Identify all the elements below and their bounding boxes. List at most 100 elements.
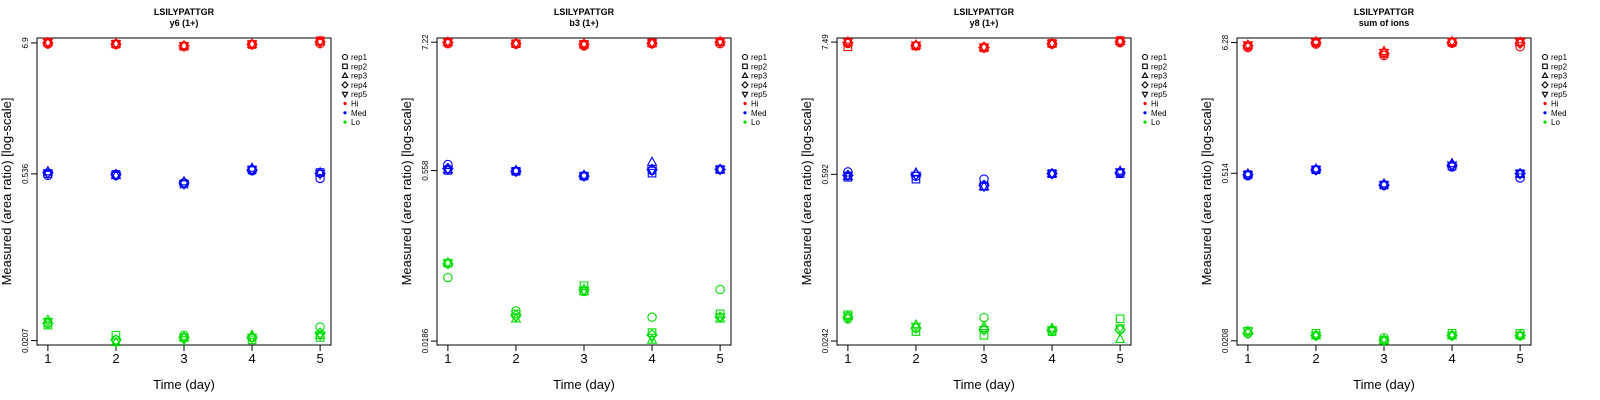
point-lo-rep5-day5 (1114, 324, 1126, 335)
point-hi-rep1-day5 (1515, 41, 1525, 52)
data-points (842, 35, 1126, 343)
point-med-rep3-day2 (510, 164, 522, 175)
point-med-rep5-day2 (1310, 166, 1322, 176)
plot-frame (436, 37, 732, 346)
x-tick-label: 5 (716, 351, 723, 366)
x-tick-label: 3 (580, 351, 587, 366)
point-med-rep5-day4 (646, 166, 658, 177)
point-med-rep5-day5 (714, 165, 726, 176)
x-tick-label: 1 (844, 351, 851, 366)
legend-dot-lo (743, 120, 747, 124)
point-med-rep3-day2 (1310, 162, 1322, 173)
x-tick-label: 2 (512, 351, 519, 366)
legend-dot-med (1143, 111, 1147, 115)
point-hi-rep3-day1 (1242, 38, 1254, 49)
legend-marker-rep5 (741, 91, 749, 99)
point-med-rep5-day5 (1114, 168, 1126, 178)
legend-marker-rep2 (742, 63, 748, 70)
point-hi-rep5-day3 (978, 43, 990, 54)
legend-label-lo: Lo (751, 118, 760, 127)
legend-marker-rep3 (341, 71, 349, 79)
point-hi-rep5-day2 (110, 39, 122, 50)
x-tick-label: 4 (1448, 351, 1455, 366)
y-tick-label: 0.558 (421, 160, 430, 181)
chart-subtitle: y6 (1+) (170, 18, 199, 28)
point-lo-rep2-day5 (1115, 314, 1125, 324)
point-med-rep5-day4 (1046, 169, 1058, 180)
y-tick-label: 0.0207 (21, 328, 30, 353)
point-hi-rep5-day2 (910, 41, 922, 52)
x-tick-label: 5 (1516, 351, 1523, 366)
legend-label-hi: Hi (351, 100, 359, 109)
point-hi-rep3-day1 (42, 36, 54, 47)
point-hi-rep5-day2 (510, 39, 522, 50)
legend-marker-rep2 (1142, 63, 1148, 70)
point-lo-rep3-day2 (910, 318, 922, 329)
point-hi-rep3-day5 (1114, 35, 1126, 46)
y-tick-label: 0.592 (821, 164, 830, 185)
point-lo-rep4-day2 (110, 334, 122, 346)
x-tick-label: 2 (912, 351, 919, 366)
chart-subtitle: y8 (1+) (970, 18, 999, 28)
legend-dot-lo (343, 120, 347, 124)
point-hi-rep5-day4 (1046, 39, 1058, 50)
legend-label-med: Med (751, 109, 767, 118)
point-lo-rep3-day4 (1446, 329, 1458, 340)
legend-label-med: Med (1551, 109, 1567, 118)
x-axis-label: Time (day) (153, 377, 215, 392)
point-lo-rep4-day2 (910, 322, 922, 334)
point-hi-rep3-day4 (1046, 37, 1058, 48)
point-hi-rep3-day2 (510, 37, 522, 48)
legend-label-rep4: rep4 (1551, 81, 1568, 90)
y-tick-label: 0.0242 (821, 328, 830, 353)
point-hi-rep5-day2 (1310, 38, 1322, 49)
legend-dot-lo (1543, 120, 1547, 124)
point-med-rep3-day5 (714, 163, 726, 174)
point-lo-rep4-day1 (1242, 327, 1254, 340)
point-med-rep5-day1 (1242, 171, 1254, 181)
legend-label-rep5: rep5 (1551, 90, 1568, 99)
point-med-rep3-day1 (1242, 167, 1254, 178)
point-lo-rep5-day5 (1514, 331, 1526, 342)
x-tick-label: 5 (1116, 351, 1123, 366)
legend-marker-rep4 (1541, 81, 1549, 89)
point-hi-rep5-day3 (1378, 48, 1390, 59)
point-hi-rep5-day3 (178, 42, 190, 52)
y-tick-label: 7.22 (421, 34, 430, 50)
x-tick-label: 3 (180, 351, 187, 366)
legend-dot-med (1543, 111, 1547, 115)
x-tick-label: 1 (1244, 351, 1251, 366)
legend-marker-rep2 (1542, 63, 1548, 70)
legend-label-rep5: rep5 (751, 90, 768, 99)
chart-title: LSILYPATTGR (154, 7, 215, 17)
point-med-rep3-day2 (110, 169, 122, 180)
legend-label-rep3: rep3 (1551, 72, 1568, 81)
legend-dot-hi (1143, 101, 1147, 106)
point-med-rep3-day4 (1046, 167, 1058, 178)
point-lo-rep4-day5 (314, 327, 326, 339)
point-lo-rep3-day5 (1114, 333, 1126, 343)
point-med-rep5-day3 (978, 182, 990, 193)
legend-marker-rep2 (342, 63, 348, 70)
legend-label-rep2: rep2 (351, 62, 368, 71)
chart-subtitle: sum of ions (1359, 18, 1410, 28)
point-lo-rep3-day2 (1310, 329, 1322, 340)
point-lo-rep1-day4 (647, 312, 657, 322)
point-lo-rep4-day4 (646, 329, 658, 341)
point-hi-rep3-day1 (842, 35, 854, 46)
point-hi-rep3-day2 (1310, 35, 1322, 46)
legend-marker-rep3 (1141, 71, 1149, 79)
legend-label-lo: Lo (1551, 118, 1560, 127)
legend-marker-rep1 (741, 53, 749, 61)
data-points (1242, 35, 1526, 347)
y-tick-label: 0.536 (21, 163, 30, 184)
data-points (42, 35, 326, 349)
legend-label-rep1: rep1 (751, 53, 768, 62)
y-axis-label: Measured (area ratio) [log-scale] (1199, 98, 1214, 286)
x-tick-label: 4 (1048, 351, 1055, 366)
point-hi-rep5-day3 (578, 40, 590, 51)
legend-label-rep1: rep1 (1551, 53, 1568, 62)
point-med-rep3-day5 (314, 166, 326, 177)
